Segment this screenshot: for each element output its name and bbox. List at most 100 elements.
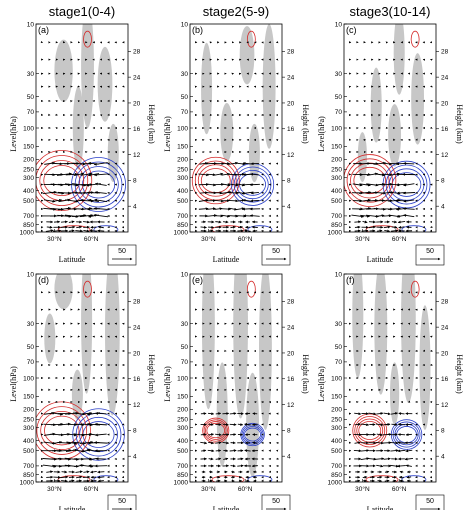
y-tick-label: 200 bbox=[23, 407, 34, 414]
wind-vector bbox=[398, 225, 405, 229]
y2-axis-title: Height (km) bbox=[147, 104, 156, 144]
y-axis-title: Level(hPa) bbox=[9, 366, 18, 402]
wind-vector bbox=[360, 457, 370, 461]
wind-vector bbox=[368, 457, 377, 461]
wind-vector bbox=[45, 229, 54, 232]
y-tick-label: 10 bbox=[335, 271, 343, 278]
wind-vector bbox=[94, 191, 107, 194]
wind-vector bbox=[51, 198, 63, 202]
y2-axis-title: Height (km) bbox=[455, 354, 464, 394]
y-axis-title: Level(hPa) bbox=[9, 116, 18, 152]
y-tick-label: 700 bbox=[177, 213, 188, 220]
wind-vector bbox=[222, 423, 229, 426]
y-tick-label: 850 bbox=[331, 222, 342, 229]
y2-tick-label: 16 bbox=[133, 376, 141, 383]
y-tick-label: 300 bbox=[177, 425, 188, 432]
significance-shading bbox=[81, 274, 93, 394]
y-tick-label: 250 bbox=[331, 167, 342, 174]
wind-vector bbox=[376, 464, 384, 468]
positive-contour bbox=[191, 156, 240, 205]
wind-vector bbox=[64, 457, 79, 461]
y-tick-label: 50 bbox=[181, 94, 189, 101]
x-tick-label: 60°N bbox=[84, 235, 99, 243]
y-tick-label: 150 bbox=[177, 394, 188, 401]
reference-vector-label: 50 bbox=[426, 498, 434, 505]
panel-label: (f) bbox=[346, 275, 355, 285]
significance-shading bbox=[71, 369, 83, 420]
y2-tick-label: 8 bbox=[287, 178, 291, 185]
panel-plot-area bbox=[36, 274, 125, 482]
reference-vector-box bbox=[261, 244, 291, 266]
wind-vector bbox=[390, 449, 399, 453]
wind-vector bbox=[206, 173, 216, 177]
y2-tick-label: 8 bbox=[441, 178, 445, 185]
y-tick-label: 100 bbox=[177, 125, 188, 132]
wind-vector bbox=[200, 441, 208, 445]
positive-contour bbox=[410, 280, 420, 298]
y-tick-label: 200 bbox=[331, 157, 342, 164]
panel-title: stage2(5-9) bbox=[203, 4, 269, 19]
wind-vector bbox=[93, 213, 109, 218]
wind-vector bbox=[383, 457, 391, 461]
wind-vector bbox=[57, 457, 72, 461]
wind-vector bbox=[391, 225, 398, 229]
y-tick-label: 50 bbox=[27, 344, 35, 351]
wind-vector bbox=[250, 199, 260, 203]
wind-vector bbox=[83, 220, 90, 224]
y-tick-label: 70 bbox=[335, 359, 343, 366]
y2-tick-label: 20 bbox=[441, 100, 449, 107]
wind-vector bbox=[75, 229, 83, 232]
wind-vector bbox=[57, 448, 72, 452]
wind-vector bbox=[200, 225, 207, 229]
wind-vector bbox=[83, 229, 90, 232]
wind-vector bbox=[406, 475, 412, 479]
wind-vector bbox=[73, 423, 85, 427]
y-tick-label: 150 bbox=[23, 144, 34, 151]
y-tick-label: 10 bbox=[27, 21, 35, 28]
y-tick-label: 500 bbox=[23, 198, 34, 205]
y-tick-label: 1000 bbox=[328, 479, 343, 486]
y2-tick-label: 24 bbox=[133, 324, 141, 331]
y-tick-label: 200 bbox=[177, 157, 188, 164]
y2-tick-label: 12 bbox=[441, 402, 449, 409]
y2-tick-label: 28 bbox=[133, 299, 141, 306]
significance-shading bbox=[388, 104, 402, 167]
y2-tick-label: 16 bbox=[441, 126, 449, 133]
wind-vector bbox=[97, 225, 104, 229]
wind-vector bbox=[359, 207, 372, 211]
y-tick-label: 50 bbox=[27, 94, 35, 101]
wind-vector bbox=[362, 220, 368, 224]
wind-vector bbox=[352, 183, 363, 187]
y2-axis-title: Height (km) bbox=[301, 104, 310, 144]
y-tick-label: 300 bbox=[331, 425, 342, 432]
wind-vector bbox=[384, 470, 390, 474]
significance-shading bbox=[352, 274, 364, 378]
y-tick-label: 100 bbox=[23, 125, 34, 132]
wind-vector bbox=[250, 172, 260, 176]
wind-vector bbox=[360, 423, 370, 427]
wind-vector bbox=[229, 449, 237, 453]
wind-vector bbox=[75, 475, 83, 479]
y2-tick-label: 28 bbox=[287, 49, 295, 56]
y-tick-label: 10 bbox=[335, 21, 343, 28]
wind-vector bbox=[373, 207, 386, 211]
y2-tick-label: 24 bbox=[287, 74, 295, 81]
wind-vector bbox=[76, 225, 83, 229]
wind-vector bbox=[94, 198, 108, 203]
wind-vector bbox=[93, 207, 108, 211]
wind-vector bbox=[208, 423, 214, 426]
wind-vector bbox=[221, 172, 231, 176]
y2-tick-label: 12 bbox=[287, 152, 295, 159]
y-axis-title: Level(hPa) bbox=[317, 366, 326, 402]
significance-shading bbox=[97, 46, 113, 122]
positive-contour bbox=[43, 165, 81, 196]
y-tick-label: 400 bbox=[331, 438, 342, 445]
wind-vector bbox=[97, 479, 104, 482]
y-tick-label: 200 bbox=[331, 407, 342, 414]
wind-vector bbox=[384, 479, 390, 482]
y2-tick-label: 16 bbox=[441, 376, 449, 383]
wind-vector bbox=[215, 441, 222, 445]
wind-vector bbox=[43, 207, 57, 211]
wind-vector bbox=[383, 412, 391, 416]
